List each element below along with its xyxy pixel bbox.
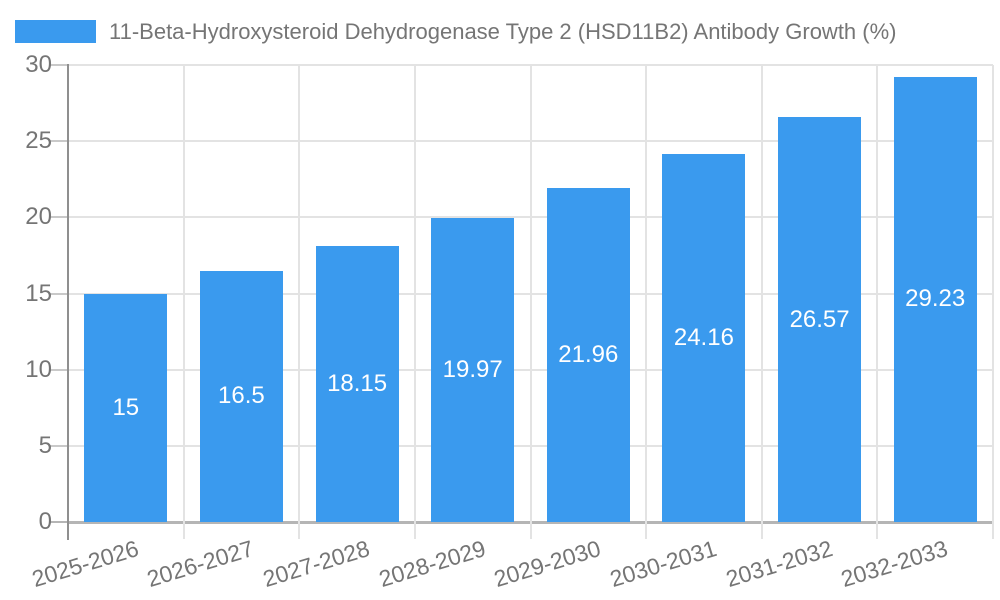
y-tick (50, 369, 68, 371)
bar-value-label: 29.23 (905, 285, 966, 313)
x-gridline (645, 65, 647, 539)
bar-value-label: 16.5 (218, 382, 265, 410)
bar-2026-2027[interactable] (199, 270, 283, 522)
legend-title: 11-Beta-Hydroxysteroid Dehydrogenase Typ… (109, 19, 897, 44)
y-tick-label: 5 (38, 432, 52, 459)
y-tick (50, 293, 68, 295)
y-axis-line (67, 64, 69, 540)
legend-item[interactable]: 11-Beta-Hydroxysteroid Dehydrogenase Typ… (15, 19, 897, 44)
x-gridline (298, 65, 300, 539)
bar-2029-2030[interactable] (546, 187, 630, 522)
y-tick-label: 25 (25, 127, 52, 154)
bar-value-label: 24.16 (673, 324, 734, 351)
bar-2032-2033[interactable] (893, 76, 977, 522)
x-gridline (183, 65, 185, 539)
y-tick (50, 140, 68, 142)
y-tick (50, 521, 68, 523)
y-tick (50, 64, 68, 66)
y-tick-label: 10 (25, 356, 52, 383)
y-tick-label: 30 (25, 51, 52, 78)
y-tick (50, 216, 68, 218)
x-gridline (876, 65, 878, 539)
x-gridline (414, 65, 416, 539)
legend-swatch (15, 20, 96, 43)
bar-2030-2031[interactable] (662, 154, 746, 522)
bar-value-label: 19.97 (442, 355, 503, 383)
x-gridline (992, 65, 994, 539)
y-tick-label: 20 (25, 203, 52, 230)
bar-value-label: 21.96 (558, 340, 619, 368)
bar-value-label: 26.57 (789, 305, 850, 333)
y-tick-label: 0 (38, 508, 52, 535)
y-tick (50, 445, 68, 447)
bar-2025-2026[interactable] (84, 293, 168, 522)
x-gridline (530, 65, 532, 539)
bar-2031-2032[interactable] (778, 117, 862, 522)
bar-2028-2029[interactable] (431, 217, 515, 522)
bar-value-label: 18.15 (327, 369, 388, 397)
y-tick-label: 15 (25, 280, 52, 307)
bar-value-label: 15 (112, 393, 140, 421)
x-gridline (761, 65, 763, 539)
bar-2027-2028[interactable] (315, 245, 399, 522)
